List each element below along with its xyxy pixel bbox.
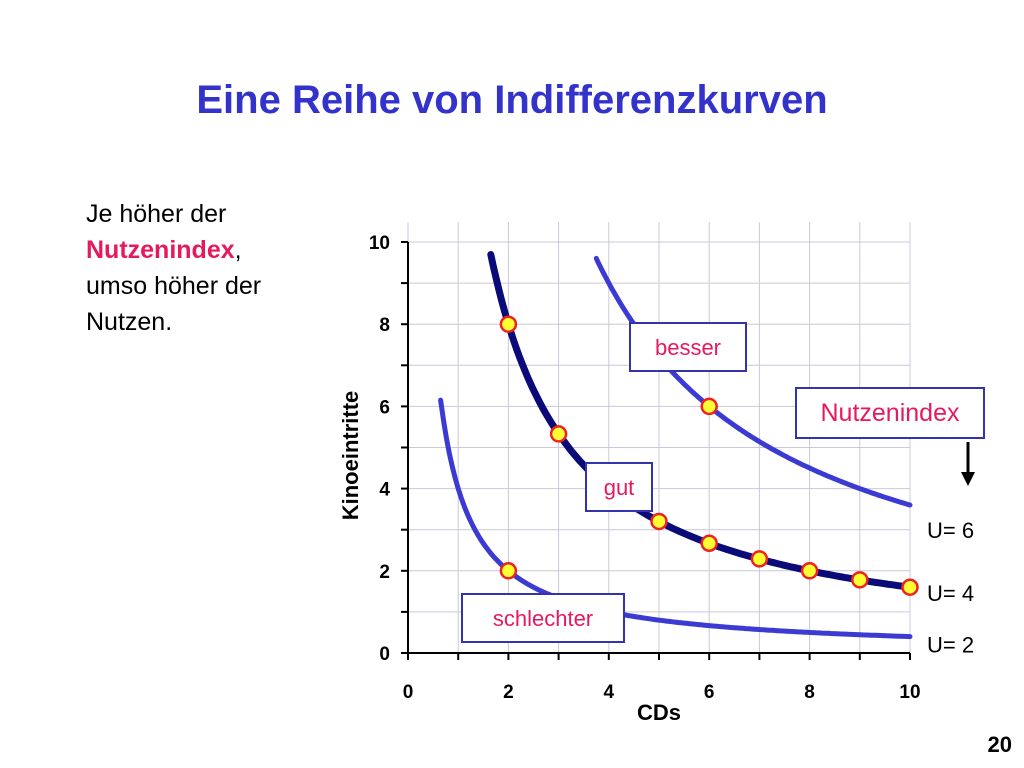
y-tick-label: 6 — [379, 397, 390, 418]
besser-label-text: besser — [655, 335, 721, 360]
curve-u2 — [438, 397, 913, 640]
nutzenindex-label-box — [795, 387, 985, 439]
slide-number: 20 — [987, 732, 1012, 757]
schlechter-label-box — [461, 593, 625, 643]
y-tick-label: 10 — [369, 233, 390, 254]
y-tick-label: 4 — [379, 480, 390, 501]
gut-label: gut — [585, 462, 653, 512]
x-tick-label: 10 — [899, 682, 920, 703]
nutzenindex-label-text: Nutzenindex — [821, 399, 960, 427]
curves — [438, 251, 914, 640]
schlechter-label: schlechter — [461, 593, 625, 643]
point-marker — [499, 562, 518, 580]
curve-label: U= 6 — [927, 518, 974, 543]
y-tick-label: 8 — [379, 315, 390, 336]
point-marker — [650, 512, 668, 531]
labels: U= 2 U= 4 U= 6 besser gut schlechter Nutzenind… — [461, 322, 985, 658]
nutzenindex-label: Nutzenindex — [795, 387, 985, 439]
point-marker — [901, 578, 919, 596]
point-marker — [700, 534, 718, 553]
point-marker — [851, 571, 869, 589]
intro-text: Je höher der Nutzenindex, umso höher der… — [86, 196, 261, 340]
x-tick-label: 6 — [704, 682, 715, 703]
y-tick-label: 0 — [379, 644, 390, 665]
x-axis-title: CDs — [637, 700, 681, 725]
y-axis-title: Kinoeintritte — [338, 391, 363, 521]
point-marker — [700, 397, 718, 416]
x-tick-label: 8 — [804, 682, 815, 703]
intro-comma: , — [234, 236, 242, 264]
schlechter-label-text: schlechter — [493, 606, 593, 631]
besser-label: besser — [629, 322, 747, 372]
markers — [499, 315, 919, 596]
point-marker — [499, 315, 518, 333]
intro-line-1: Je höher der — [86, 200, 227, 228]
point-marker — [800, 562, 819, 580]
intro-highlight: Nutzenindex — [86, 236, 235, 264]
curve-label: U= 4 — [927, 581, 974, 606]
curve-label: U= 2 — [927, 633, 974, 658]
point-marker — [549, 425, 568, 443]
arrow-head — [961, 472, 975, 486]
gut-label-box — [585, 462, 653, 512]
gut-label-text: gut — [604, 475, 635, 500]
x-tick-label: 4 — [604, 682, 615, 703]
x-tick-label: 2 — [503, 682, 514, 703]
intro-line-3: umso höher der — [86, 272, 262, 300]
besser-label-box — [629, 322, 747, 372]
y-tick-label: 2 — [379, 562, 390, 583]
slide-title: Eine Reihe von Indifferenzkurven — [196, 78, 828, 122]
x-tick-label: 0 — [403, 682, 414, 703]
intro-line-4: Nutzen. — [86, 308, 173, 336]
axes: 0 2 4 6 8 10 0 2 4 6 8 10 CDs Kinoeintritte — [338, 233, 921, 725]
intro-line-2: Nutzenindex, — [86, 232, 261, 268]
point-marker — [750, 550, 769, 568]
